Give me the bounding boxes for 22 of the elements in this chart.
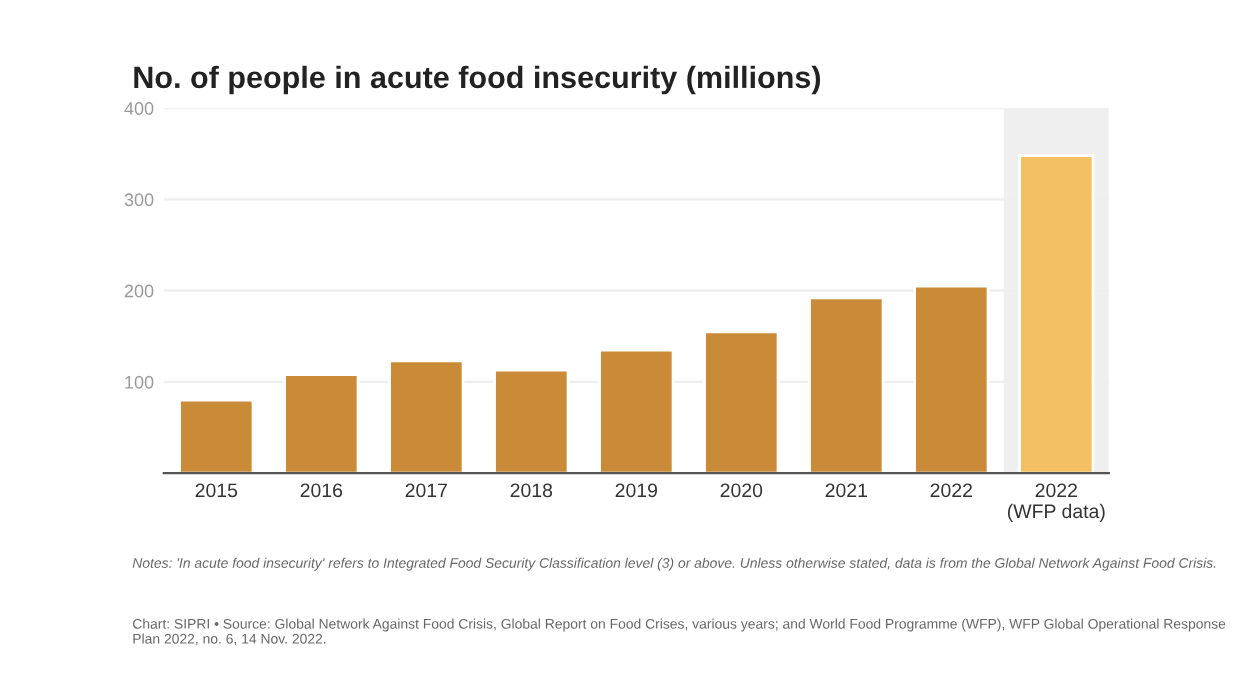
bar — [598, 348, 675, 474]
y-tick-label: 100 — [125, 375, 154, 389]
bar — [493, 368, 570, 474]
x-tick-label: 2018 — [510, 483, 553, 498]
x-tick-label: 2015 — [195, 483, 238, 498]
y-tick-label: 300 — [124, 193, 154, 207]
y-tick-label: 400 — [124, 102, 154, 115]
y-tick-label: 200 — [124, 284, 154, 298]
x-tick-label: 2019 — [615, 483, 658, 498]
x-tick-label: 2022 — [930, 483, 972, 498]
bar — [178, 398, 255, 474]
bar — [913, 284, 990, 474]
x-tick-label: 2020 — [720, 483, 763, 498]
x-tick-label: 2016 — [300, 483, 343, 498]
x-tick-label: 2022 (WFP data) — [1007, 483, 1105, 522]
bar — [703, 330, 780, 474]
bar — [283, 373, 360, 474]
bar — [388, 359, 465, 474]
x-tick-label: 2017 — [405, 483, 447, 498]
chart-title: No. of people in acute food insecurity (millions) — [134, 65, 821, 95]
bar — [808, 296, 885, 474]
x-tick-label: 2021 — [825, 483, 867, 498]
